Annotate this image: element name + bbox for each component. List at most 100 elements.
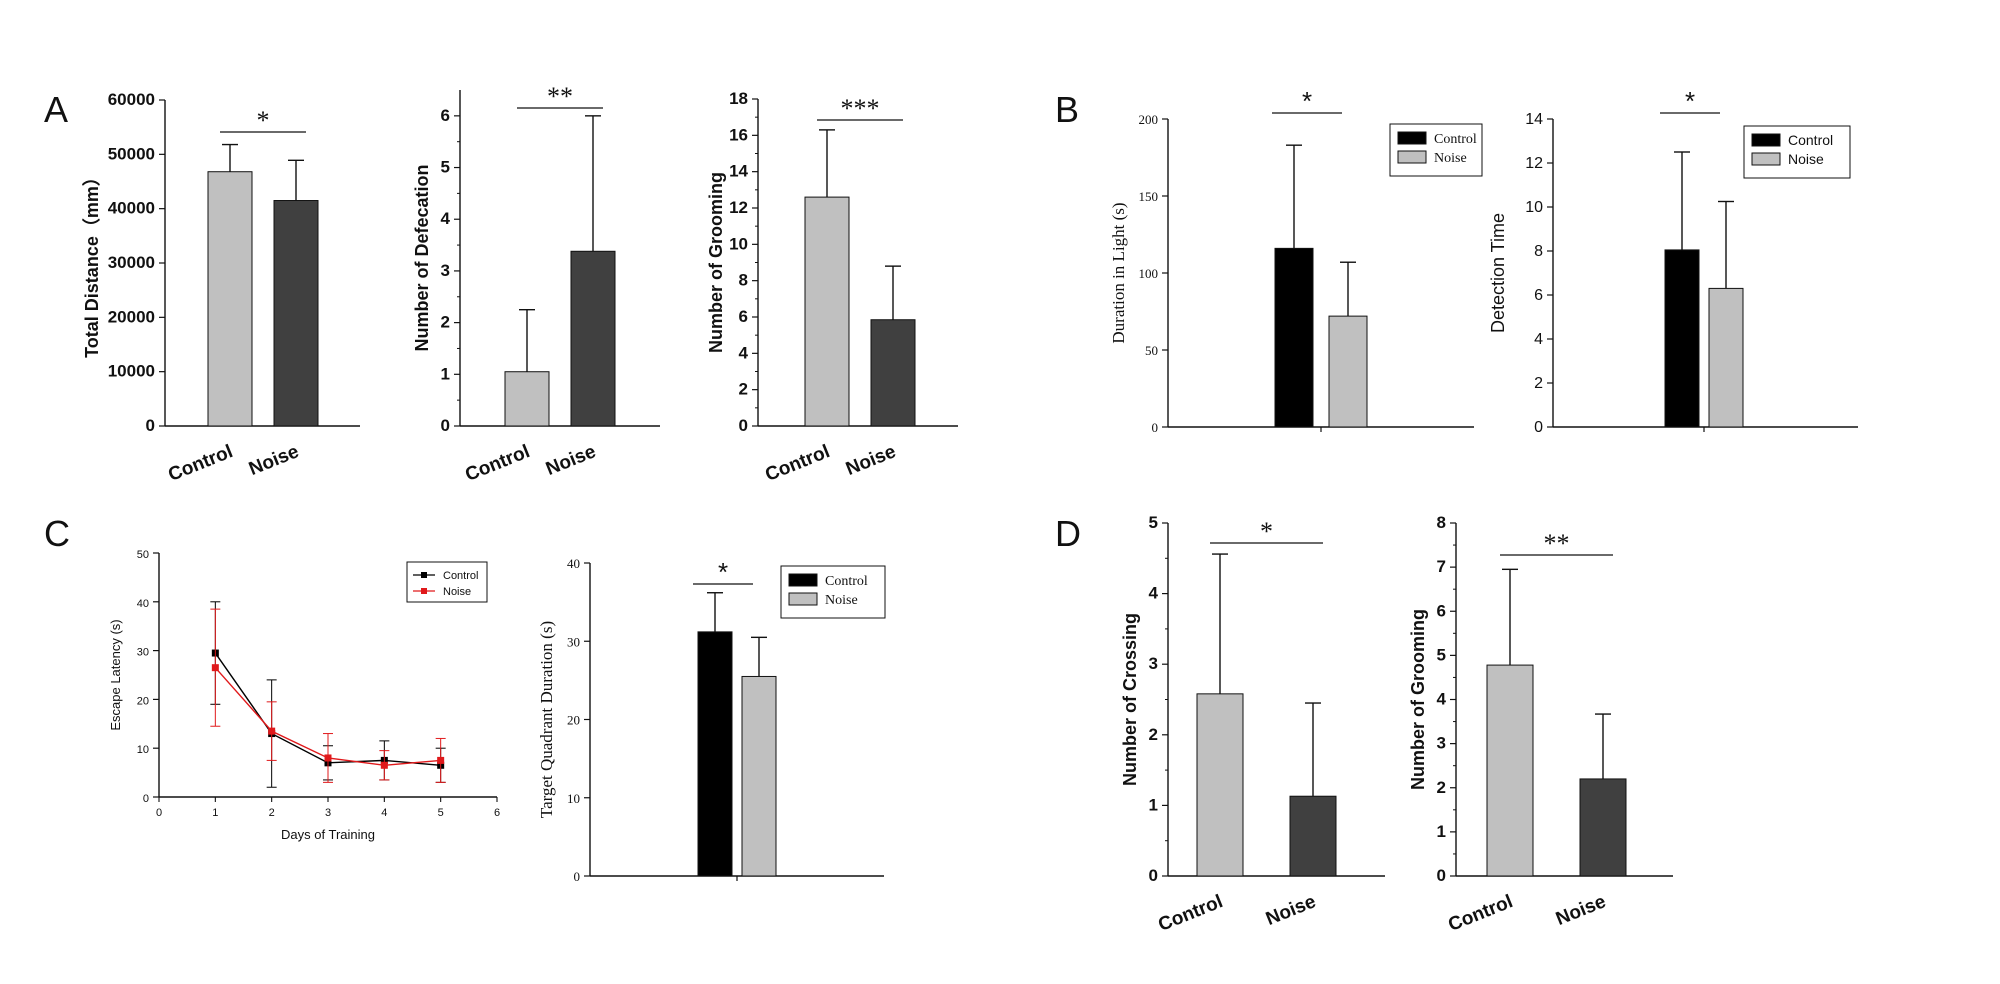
significance-stars: * [1260, 517, 1273, 546]
y-tick-label: 14 [1525, 111, 1543, 128]
x-tick-label: 0 [156, 807, 162, 819]
panel-letter-c: C [44, 513, 70, 554]
y-tick-label: 3 [1149, 654, 1158, 673]
y-tick-label: 30000 [108, 253, 155, 272]
y-tick-label: 2 [1534, 375, 1543, 392]
x-category-label: Noise [543, 441, 599, 480]
y-axis-title: Duration in Light (s) [1109, 202, 1128, 343]
y-tick-label: 150 [1139, 189, 1159, 204]
y-tick-label: 2 [1437, 778, 1446, 797]
significance-stars: * [257, 106, 270, 135]
y-tick-label: 8 [1437, 513, 1446, 532]
y-tick-label: 40 [137, 598, 149, 610]
panel-letter-a: A [44, 89, 68, 130]
y-tick-label: 8 [1534, 243, 1543, 260]
x-tick-label: 5 [438, 807, 444, 819]
y-tick-label: 6 [1437, 601, 1446, 620]
legend-label: Noise [1434, 151, 1467, 166]
bar [570, 250, 616, 427]
x-category-label: Control [762, 441, 832, 486]
y-tick-label: 6 [1534, 287, 1543, 304]
y-axis-title: Target Quadrant Duration (s) [537, 621, 556, 818]
y-tick-label: 18 [729, 89, 748, 108]
y-tick-label: 60000 [108, 90, 155, 109]
legend-swatch [1751, 133, 1781, 147]
y-tick-label: 50000 [108, 144, 155, 163]
chart-b1: 0 50 100 150 200 Duration in Light (s) * Contro… [1109, 86, 1483, 435]
legend-label: Noise [825, 593, 858, 608]
bar [1486, 664, 1534, 877]
x-tick-label: 6 [494, 807, 500, 819]
y-axis-title: Number of Grooming [706, 172, 726, 353]
significance-stars: ** [547, 82, 573, 111]
y-tick-label: 4 [441, 209, 451, 228]
panel-letter-b: B [1055, 89, 1079, 130]
y-tick-label: 8 [739, 271, 748, 290]
y-axis-title: Total Distance（mm） [82, 168, 102, 358]
y-tick-label: 50 [137, 549, 149, 561]
y-tick-label: 4 [1534, 331, 1543, 348]
y-tick-label: 10 [729, 234, 748, 253]
y-tick-label: 4 [739, 343, 749, 362]
y-tick-label: 14 [729, 162, 748, 181]
bar [273, 200, 319, 427]
y-tick-label: 6 [739, 307, 748, 326]
data-point [211, 664, 219, 672]
y-tick-label: 12 [1525, 155, 1543, 172]
x-axis-title: Days of Training [281, 827, 375, 842]
significance-stars: * [718, 557, 728, 587]
significance-stars: *** [841, 94, 880, 123]
y-axis-title: Detection Time [1488, 213, 1508, 333]
chart-a2: 0 1 2 3 4 5 6 Number of Defecation Control Noise *… [412, 82, 660, 486]
data-point [380, 761, 388, 769]
y-tick-label: 16 [729, 125, 748, 144]
bar [1664, 249, 1700, 428]
y-axis-title: Number of Defecation [412, 164, 432, 351]
y-tick-label: 100 [1139, 266, 1159, 281]
y-tick-label: 0 [146, 416, 155, 435]
y-tick-label: 0 [143, 793, 149, 805]
y-tick-label: 2 [441, 313, 450, 332]
chart-d1: 0 1 2 3 4 5 Number of Crossing Control Noise * [1120, 513, 1385, 936]
bar [741, 675, 777, 877]
y-tick-label: 5 [1149, 513, 1158, 532]
y-tick-label: 10000 [108, 362, 155, 381]
bar [1708, 287, 1744, 428]
x-category-label: Noise [246, 441, 302, 480]
y-tick-label: 20000 [108, 307, 155, 326]
legend-swatch [788, 592, 818, 606]
y-tick-label: 0 [1534, 419, 1543, 436]
y-tick-label: 12 [729, 198, 748, 217]
legend-label: Noise [1788, 151, 1824, 167]
significance-stars: * [1302, 86, 1312, 116]
x-category-label: Noise [843, 441, 899, 480]
legend-swatch [1751, 152, 1781, 166]
y-tick-label: 0 [739, 416, 748, 435]
legend-swatch [1397, 131, 1427, 145]
chart-a1: 0 10000 20000 30000 40000 50000 60000 Total Dis… [82, 90, 360, 486]
y-tick-label: 7 [1437, 557, 1446, 576]
legend-marker [421, 588, 427, 594]
y-tick-label: 0 [574, 869, 581, 884]
y-tick-label: 1 [1149, 795, 1158, 814]
legend-label: Noise [443, 586, 471, 598]
y-tick-label: 30 [137, 647, 149, 659]
y-tick-label: 40 [567, 556, 580, 571]
bar [504, 371, 550, 427]
y-tick-label: 200 [1139, 112, 1159, 127]
y-tick-label: 3 [441, 261, 450, 280]
bar [1579, 778, 1627, 877]
legend-swatch [788, 573, 818, 587]
y-tick-label: 50 [1145, 343, 1158, 358]
y-tick-label: 0 [1149, 866, 1158, 885]
y-tick-label: 10 [1525, 199, 1543, 216]
legend-label: Control [443, 570, 478, 582]
y-tick-label: 2 [739, 380, 748, 399]
x-category-label: Noise [1553, 891, 1609, 930]
x-tick-label: 2 [269, 807, 275, 819]
y-tick-label: 20 [137, 695, 149, 707]
x-category-label: Control [462, 441, 532, 486]
panel-letter-d: D [1055, 513, 1081, 554]
